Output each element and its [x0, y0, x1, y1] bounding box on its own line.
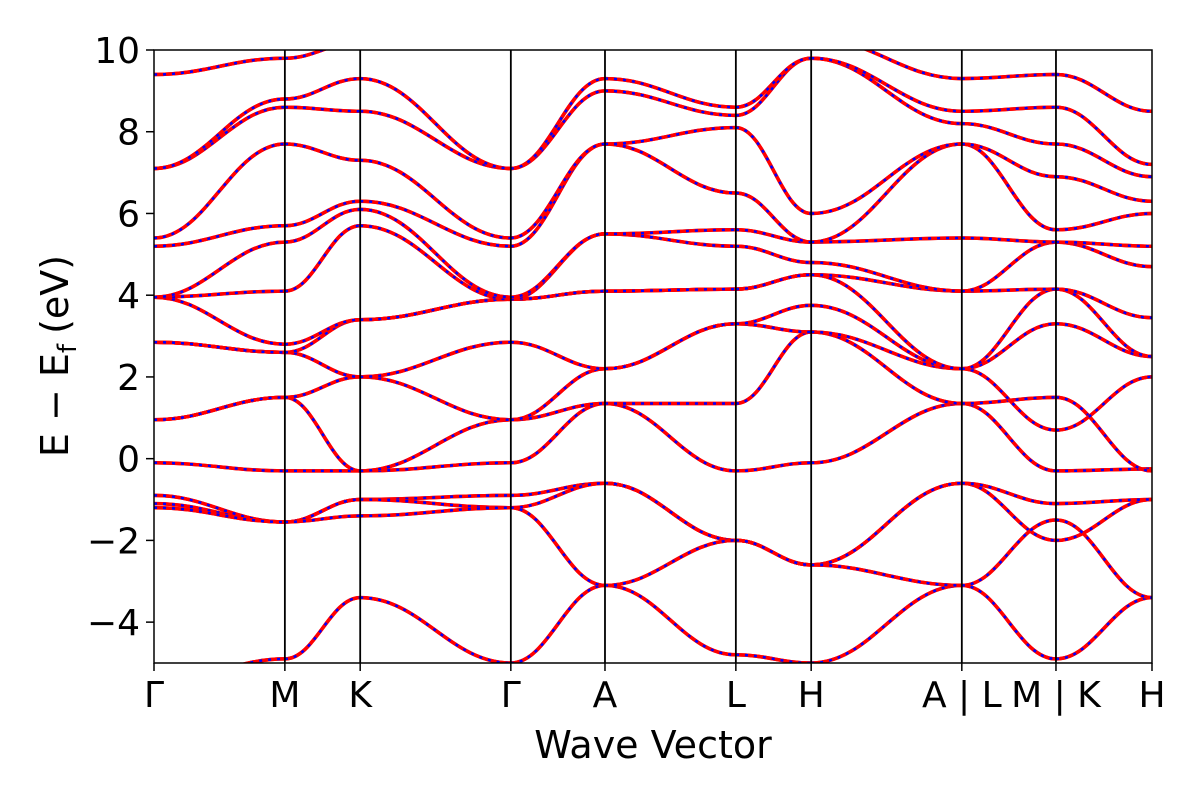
x-tick-label-8: M | K — [1011, 675, 1102, 716]
x-axis-title: Wave Vector — [534, 723, 772, 767]
bands-layer — [154, 50, 1152, 663]
band-line-dashed-15-1 — [154, 56, 1152, 170]
band-line-dashed-10-1 — [154, 224, 1152, 301]
y-tick-label-5: 6 — [117, 194, 140, 235]
y-axis-title: E − Ef (eV) — [33, 255, 83, 457]
x-tick-label-3: Γ — [501, 675, 521, 716]
plot-frame — [153, 49, 1153, 664]
kpoint-vertical-lines — [283, 50, 1057, 663]
x-tick-label-4: A — [593, 675, 618, 716]
y-tick-label-1: −2 — [87, 521, 140, 562]
x-tick-label-1: M — [269, 675, 300, 716]
y-axis-title-unit: (eV) — [33, 255, 77, 334]
band-line-dashed-4-1 — [154, 402, 1152, 473]
x-tick-label-7: A | L — [922, 675, 1002, 716]
band-line-dashed-9-1 — [154, 273, 1152, 346]
x-tick-label-6: H — [798, 675, 825, 716]
y-axis-ticks: −4 −2 0 2 4 6 8 10 — [87, 31, 154, 644]
y-tick-label-4: 4 — [117, 276, 140, 317]
band-line-dashed-16-1 — [154, 50, 1152, 113]
band-line-dashed-3-1 — [154, 506, 1152, 599]
band-line-dashed-14-1 — [154, 56, 1152, 178]
x-tick-label-9: H — [1138, 675, 1165, 716]
band-line-dashed-2-1 — [154, 481, 1152, 567]
y-axis-title-subscript: f — [53, 343, 83, 353]
y-tick-label-0: −4 — [87, 603, 140, 644]
band-line-dashed-12-1 — [154, 142, 1152, 248]
y-tick-label-7: 10 — [94, 31, 140, 72]
y-axis-title-main: E − E — [33, 353, 77, 457]
band-line-dashed-6-1 — [154, 322, 1152, 432]
x-tick-label-0: Γ — [144, 675, 164, 716]
x-tick-label-5: L — [726, 675, 746, 716]
y-tick-label-3: 2 — [117, 358, 140, 399]
y-tick-label-2: 0 — [117, 440, 140, 481]
x-tick-label-2: K — [348, 675, 373, 716]
band-line-dashed-11-1 — [154, 208, 1152, 299]
band-line-dashed-13-1 — [154, 126, 1152, 240]
band-line-dashed-0-1 — [243, 584, 1152, 663]
y-tick-label-6: 8 — [117, 113, 140, 154]
